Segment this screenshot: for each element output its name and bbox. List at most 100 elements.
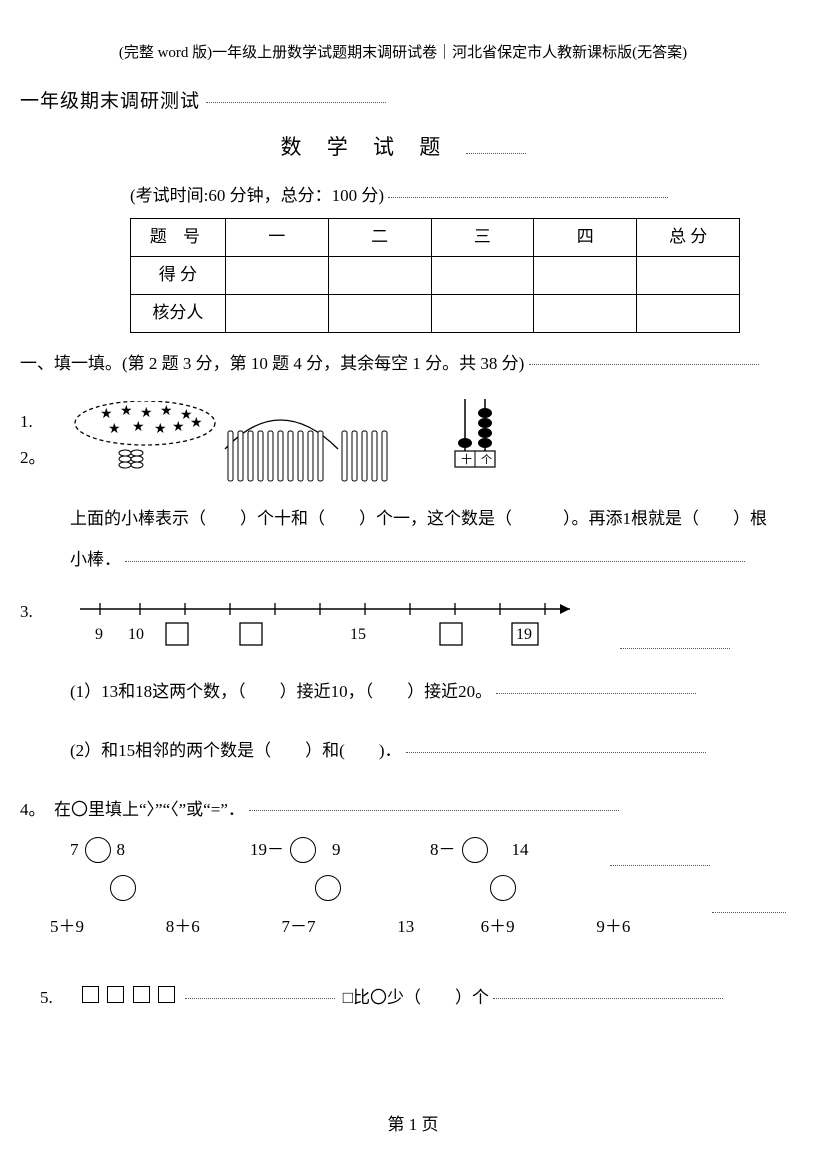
th-total: 总 分 — [637, 218, 740, 256]
svg-text:★: ★ — [132, 418, 145, 434]
exam-title: 一年级期末调研测试 — [20, 85, 786, 119]
q3-number: 3. — [20, 597, 50, 628]
q3-sub1: (1）13和18这两个数，（ ）接近10，（ ）接近20。 — [70, 677, 786, 708]
circle-blank — [85, 837, 111, 863]
document-header: (完整 word 版)一年级上册数学试题期末调研试卷｜河北省保定市人教新课标版(… — [20, 40, 786, 67]
exam-title-text: 一年级期末调研测试 — [20, 91, 200, 112]
square-icon — [158, 986, 175, 1003]
num: 9 — [332, 835, 341, 866]
th-label: 题 号 — [131, 218, 226, 256]
eq: 9＋6 — [596, 912, 684, 943]
q4-number: 4。 — [20, 795, 50, 826]
svg-text:十: 十 — [461, 452, 472, 466]
question-4: 4。 在〇里填上“〉”“〈”或“=”． 7 8 19－ 9 8－ 14 — [20, 795, 786, 943]
eq: 8＋6 — [166, 912, 254, 943]
q4-item: 7 8 — [70, 835, 250, 866]
table-row: 得 分 — [131, 256, 740, 294]
eq: 7－7 — [281, 912, 369, 943]
cell — [225, 256, 328, 294]
dotted-line — [125, 561, 745, 562]
th-4: 四 — [534, 218, 637, 256]
num: 7 — [70, 835, 79, 866]
q5-number: 5. — [40, 983, 70, 1014]
abacus-icon: 十 个 — [450, 393, 500, 481]
q4-item: 19－ 9 — [250, 835, 430, 866]
th-2: 二 — [328, 218, 431, 256]
cell — [328, 256, 431, 294]
question-3: 3. 9 10 15 19 — [20, 597, 786, 767]
cell — [637, 256, 740, 294]
svg-text:★: ★ — [172, 418, 185, 434]
square-icon — [133, 986, 150, 1003]
cell — [225, 294, 328, 332]
dotted-line — [496, 693, 696, 694]
question-1-2: 1. 2。 ★★★ ★★ ★★★ ★★ — [20, 401, 786, 581]
subject-title: 数 学 试 题 — [20, 129, 786, 167]
dotted-line — [712, 912, 786, 913]
circle-blank — [490, 875, 516, 901]
svg-text:15: 15 — [350, 626, 366, 643]
svg-text:★: ★ — [108, 420, 121, 436]
square-icon — [107, 986, 124, 1003]
cell — [431, 256, 534, 294]
question-5: 5. □比〇少（ ）个 — [40, 983, 786, 1014]
dotted-line — [620, 648, 730, 649]
num: 8 — [117, 835, 126, 866]
svg-text:★: ★ — [154, 420, 167, 436]
svg-text:个: 个 — [481, 453, 492, 466]
exam-info-text: (考试时间:60 分钟，总分：100 分) — [130, 186, 384, 205]
number-line: 9 10 15 19 — [70, 597, 786, 664]
q5-squares — [80, 983, 177, 1014]
q4-title: 在〇里填上“〉”“〈”或“=”． — [54, 800, 245, 819]
q3-2-text: (2）和15相邻的两个数是（ ）和( )． — [70, 741, 401, 760]
dotted-line — [406, 752, 706, 753]
svg-text:★: ★ — [190, 414, 203, 430]
cell — [328, 294, 431, 332]
dotted-line — [206, 102, 386, 103]
q2-line-a: 上面的小棒表示（ ）个十和（ ）个一，这个数是（ ）。再添1根就是（ ）根 — [70, 509, 767, 528]
stars-sticks-svg: ★★★ ★★ ★★★ ★★ — [70, 401, 490, 489]
svg-text:★: ★ — [100, 405, 113, 421]
num: 14 — [512, 835, 529, 866]
circle-blank — [462, 837, 488, 863]
q4-item: 8－ 14 — [430, 835, 610, 866]
svg-text:19: 19 — [516, 626, 532, 643]
circle-blank — [315, 875, 341, 901]
q1-number: 1. — [20, 407, 50, 438]
dotted-line — [610, 865, 710, 866]
q2-text: 上面的小棒表示（ ）个十和（ ）个一，这个数是（ ）。再添1根就是（ ）根 小棒… — [70, 499, 786, 581]
score-table: 题 号 一 二 三 四 总 分 得 分 核分人 — [130, 218, 740, 333]
table-header-row: 题 号 一 二 三 四 总 分 — [131, 218, 740, 256]
svg-text:10: 10 — [128, 626, 144, 643]
dotted-line — [493, 998, 723, 999]
q4-row-2 — [70, 872, 786, 903]
number-line-svg: 9 10 15 19 — [70, 597, 610, 653]
row-label: 得 分 — [131, 256, 226, 294]
circle-blank — [290, 837, 316, 863]
svg-text:★: ★ — [120, 402, 133, 418]
page: (完整 word 版)一年级上册数学试题期末调研试卷｜河北省保定市人教新课标版(… — [0, 0, 826, 1169]
cell — [534, 294, 637, 332]
q2-number: 2。 — [20, 443, 50, 474]
q3-1-text: (1）13和18这两个数，（ ）接近10，（ ）接近20。 — [70, 682, 492, 701]
svg-text:★: ★ — [160, 402, 173, 418]
subject-title-text: 数 学 试 题 — [281, 135, 451, 159]
section-1-heading: 一、填一填。(第 2 题 3 分，第 10 题 4 分，其余每空 1 分。共 3… — [20, 349, 786, 380]
dotted-line — [249, 810, 619, 811]
num: 8－ — [430, 835, 456, 866]
row-label: 核分人 — [131, 294, 226, 332]
eq: 5＋9 — [50, 912, 138, 943]
q5-text: □比〇少（ ）个 — [343, 983, 489, 1014]
th-3: 三 — [431, 218, 534, 256]
q4-eq-row: 5＋9 8＋6 7－7 13 6＋9 9＋6 — [50, 912, 786, 943]
q1-diagram: ★★★ ★★ ★★★ ★★ — [70, 401, 786, 491]
th-1: 一 — [225, 218, 328, 256]
page-footer: 第 1 页 — [0, 1110, 826, 1141]
cell — [637, 294, 740, 332]
table-row: 核分人 — [131, 294, 740, 332]
square-icon — [82, 986, 99, 1003]
dotted-line — [388, 197, 668, 198]
exam-info: (考试时间:60 分钟，总分：100 分) — [130, 181, 786, 212]
dotted-line — [529, 364, 759, 365]
svg-text:9: 9 — [95, 626, 103, 643]
